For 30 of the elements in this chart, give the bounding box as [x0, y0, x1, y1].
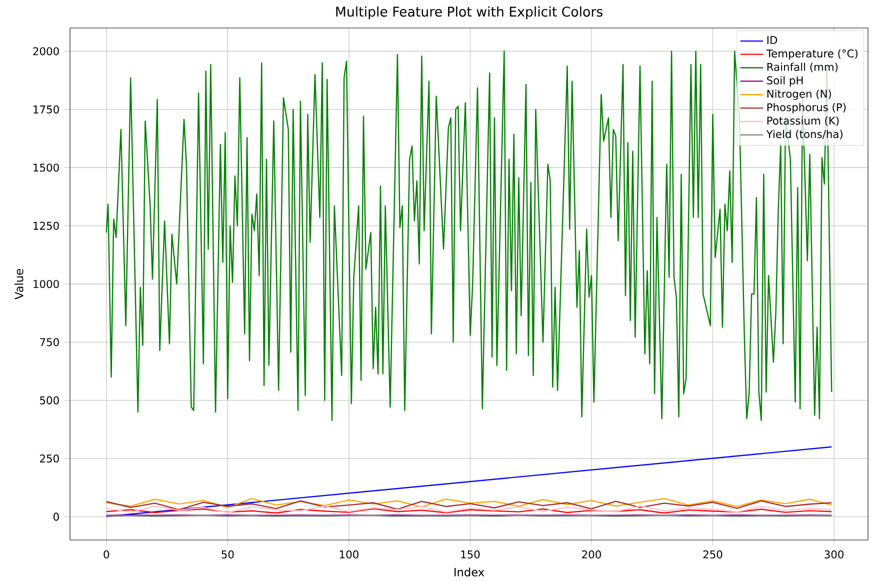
legend-label: ID [767, 36, 778, 44]
line-series [106, 505, 832, 514]
line-series [106, 500, 832, 510]
x-tick-label: 150 [461, 550, 480, 558]
y-tick-label: 0 [54, 512, 59, 521]
y-tick-label: 750 [40, 338, 59, 346]
x-tick-label: 0 [104, 550, 110, 558]
y-tick-label: 250 [40, 454, 59, 463]
legend-label: Potassium (K) [767, 116, 839, 126]
legend-label: Rainfall (mm) [767, 62, 838, 72]
y-tick-label: 500 [40, 396, 59, 404]
x-axis-title: Index [454, 568, 484, 576]
x-tick-label: 250 [703, 550, 722, 558]
legend-label: Soil pH [767, 76, 803, 86]
x-tick-label: 300 [824, 550, 844, 558]
y-axis-title: Value [14, 269, 24, 300]
x-tick-label: 100 [340, 550, 358, 558]
legend-label: Phosphorus (P) [767, 103, 846, 114]
y-tick-label: 1250 [34, 222, 59, 230]
legend-label: Temperature (°C) [766, 49, 858, 60]
legend-label: Nitrogen (N) [767, 90, 832, 100]
y-tick-label: 1000 [34, 280, 59, 288]
y-tick-label: 1750 [34, 105, 59, 114]
y-tick-label: 2000 [33, 47, 59, 56]
x-tick-label: 200 [582, 550, 601, 558]
chart-title: Multiple Feature Plot with Explicit Colors [336, 6, 602, 20]
y-tick-label: 1500 [34, 164, 59, 172]
line-series [106, 498, 832, 508]
legend-label: Yield (tons/ha) [766, 130, 842, 140]
x-tick-label: 50 [222, 550, 234, 558]
